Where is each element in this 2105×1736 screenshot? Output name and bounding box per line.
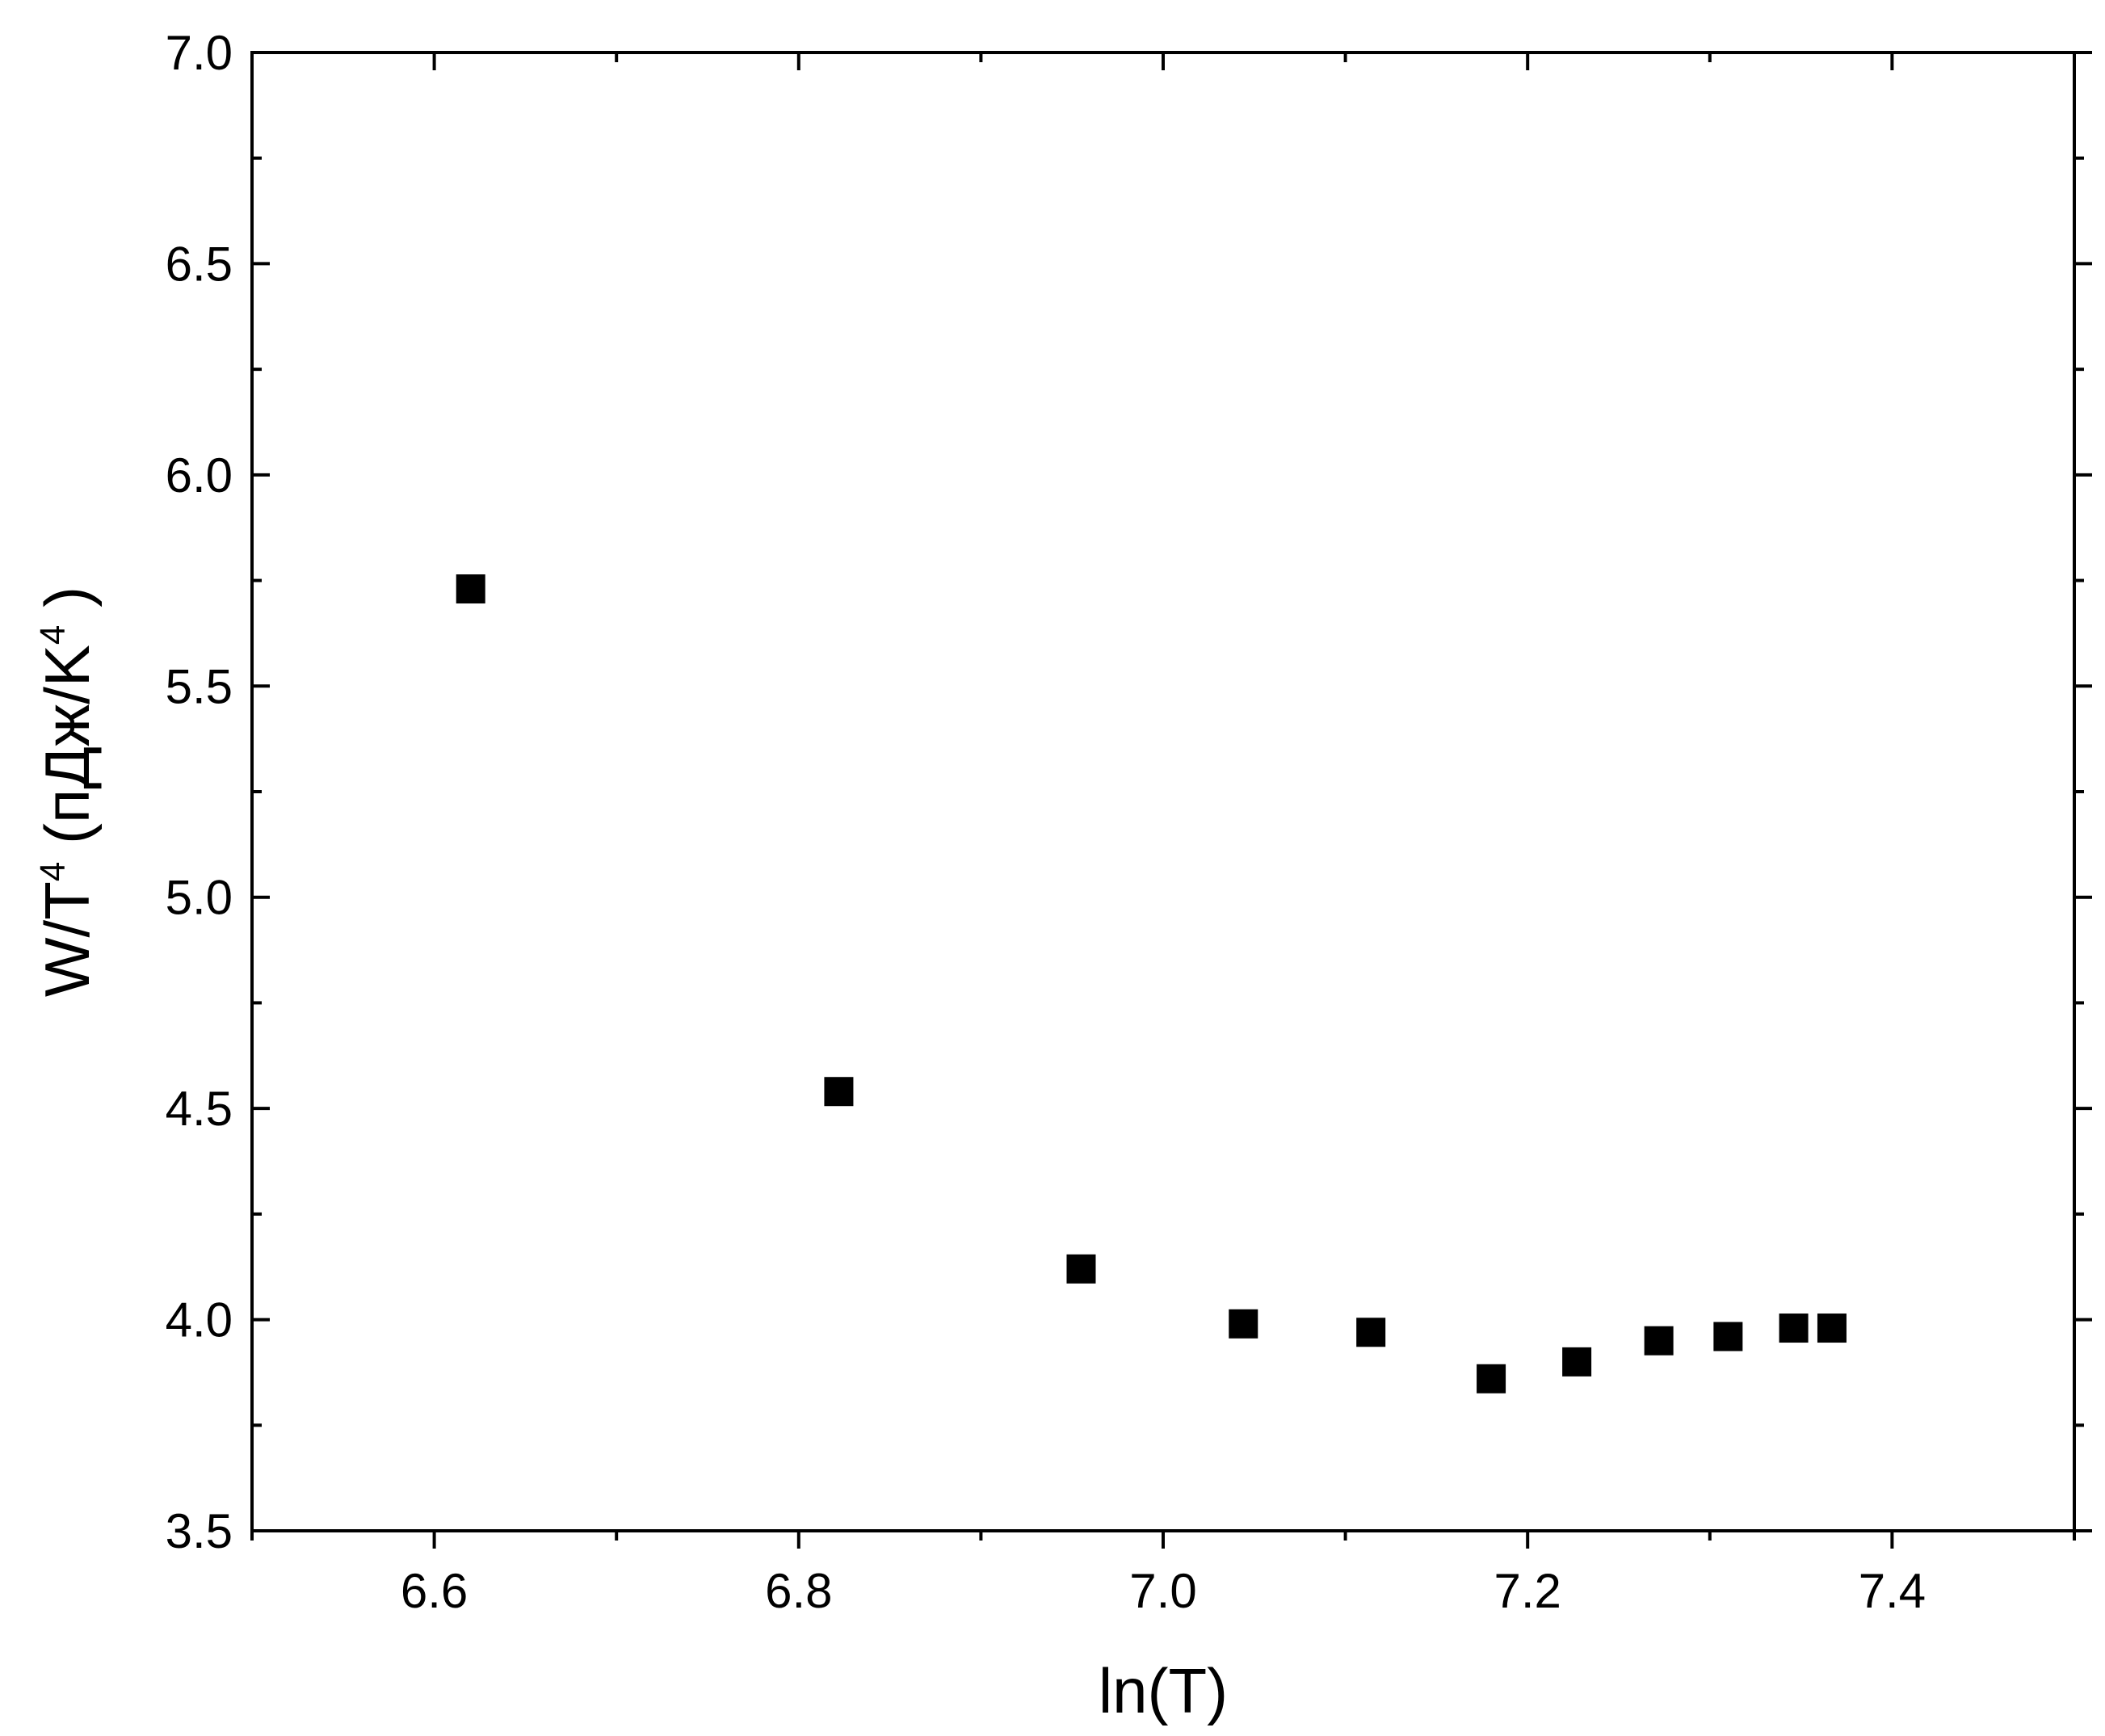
x-tick-label: 7.0 bbox=[1129, 1564, 1196, 1618]
x-tick-label: 6.6 bbox=[401, 1564, 468, 1618]
plot-frame bbox=[250, 51, 2076, 1532]
data-point bbox=[456, 574, 485, 604]
y-axis-title-end: ) bbox=[32, 586, 103, 625]
y-tick-label: 3.5 bbox=[166, 1504, 233, 1558]
y-tick-label: 4.5 bbox=[166, 1082, 233, 1136]
data-point bbox=[1817, 1314, 1847, 1343]
y-axis-tick-labels: 3.5 4.0 4.5 5.0 5.5 6.0 6.5 7.0 bbox=[166, 26, 233, 1558]
data-point bbox=[1066, 1254, 1096, 1284]
x-axis-title: ln(T) bbox=[1099, 1655, 1228, 1726]
x-axis-ticks bbox=[250, 53, 2076, 1549]
data-point bbox=[1229, 1309, 1258, 1339]
data-points bbox=[456, 574, 1847, 1393]
y-axis-title-base: W/T bbox=[32, 881, 103, 997]
x-tick-label: 6.8 bbox=[765, 1564, 832, 1618]
x-axis-tick-labels: 6.6 6.8 7.0 7.2 7.4 bbox=[401, 1564, 1926, 1618]
y-axis-title-sup2: 4 bbox=[33, 625, 73, 645]
data-point bbox=[824, 1077, 854, 1107]
y-tick-label: 5.0 bbox=[166, 871, 233, 925]
data-point bbox=[1562, 1347, 1592, 1377]
y-tick-label: 4.0 bbox=[166, 1293, 233, 1347]
data-point bbox=[1477, 1364, 1506, 1393]
x-tick-label: 7.4 bbox=[1859, 1564, 1926, 1618]
x-tick-label: 7.2 bbox=[1494, 1564, 1561, 1618]
y-axis-title-sup1: 4 bbox=[33, 862, 73, 881]
y-axis-title-mid: (пДж/K bbox=[32, 645, 103, 862]
data-point bbox=[1713, 1322, 1743, 1351]
y-axis-title: W/T4 (пДж/K4 ) bbox=[32, 586, 103, 997]
data-point bbox=[1779, 1314, 1809, 1343]
data-point bbox=[1356, 1318, 1386, 1347]
y-tick-label: 6.0 bbox=[166, 448, 233, 502]
y-axis-ticks bbox=[252, 51, 2092, 1532]
y-tick-label: 7.0 bbox=[166, 26, 233, 80]
y-tick-label: 6.5 bbox=[166, 237, 233, 291]
y-tick-label: 5.5 bbox=[166, 659, 233, 713]
data-point bbox=[1644, 1326, 1674, 1356]
